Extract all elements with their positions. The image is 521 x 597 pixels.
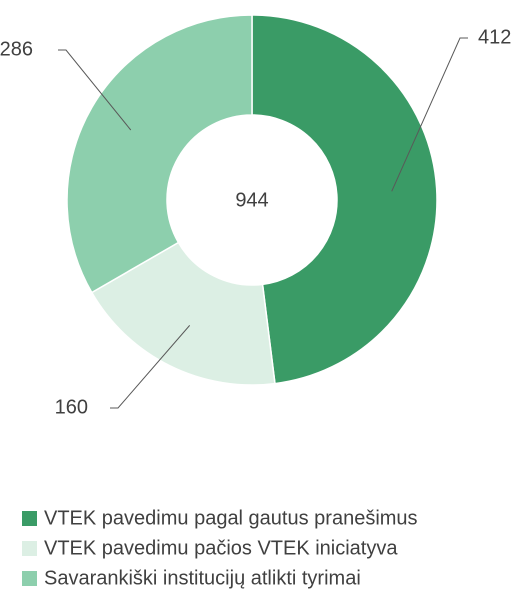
leader-line — [58, 49, 132, 131]
leader-line — [110, 325, 191, 409]
donut-slice — [90, 241, 276, 386]
data-label: 160 — [55, 396, 88, 418]
donut-slice — [66, 14, 253, 294]
data-label: 286 — [0, 38, 33, 60]
legend-label: VTEK pavedimu pačios VTEK iniciatyva — [44, 537, 398, 559]
donut-slice — [251, 14, 438, 385]
legend-label: Savarankiški institucijų atlikti tyrimai — [44, 567, 361, 589]
legend-swatch — [22, 571, 37, 586]
leader-line — [391, 37, 468, 192]
data-label: 412 — [478, 26, 511, 48]
legend-swatch — [22, 541, 37, 556]
center-label: 944 — [235, 189, 268, 211]
legend-swatch — [22, 511, 37, 526]
legend-label: VTEK pavedimu pagal gautus pranešimus — [44, 507, 418, 529]
